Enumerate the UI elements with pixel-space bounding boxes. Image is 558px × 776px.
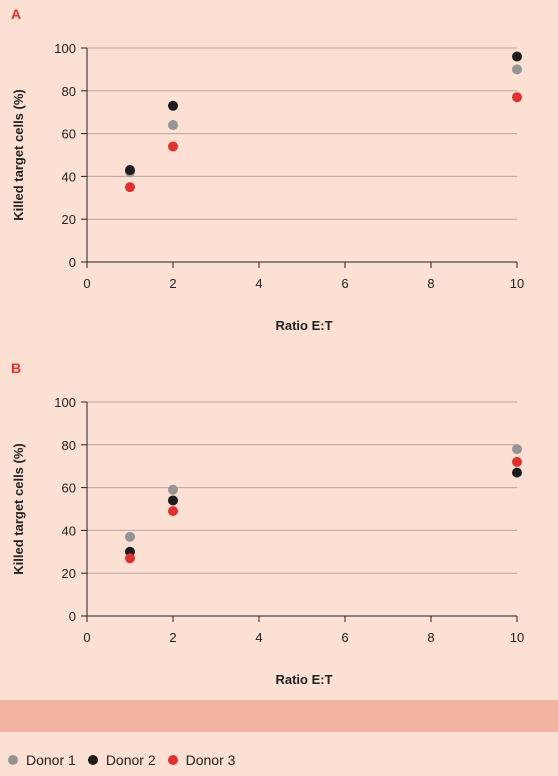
point-donor-2-x1 bbox=[125, 164, 135, 175]
point-donor-2-x2 bbox=[168, 100, 178, 111]
y-tick-label-60: 60 bbox=[62, 481, 76, 496]
y-tick-label-20: 20 bbox=[62, 212, 76, 227]
x-tick-label-0: 0 bbox=[83, 276, 90, 291]
panel-label-a: A bbox=[11, 6, 22, 22]
x-tick-label-6: 6 bbox=[341, 276, 348, 291]
legend-label-donor-1: Donor 1 bbox=[26, 752, 76, 768]
legend-swatch-donor-2 bbox=[87, 755, 98, 765]
point-donor-3-x10 bbox=[512, 456, 522, 467]
x-axis-title: Ratio E:T bbox=[275, 672, 332, 687]
point-donor-1-x10 bbox=[512, 444, 522, 455]
y-axis-title: Killed target cells (%) bbox=[11, 443, 26, 574]
point-donor-1-x10 bbox=[512, 64, 522, 75]
y-tick-label-60: 60 bbox=[62, 127, 76, 142]
legend-item-donor-1: Donor 1 bbox=[8, 752, 76, 768]
x-axis-title: Ratio E:T bbox=[275, 318, 332, 333]
x-tick-label-8: 8 bbox=[427, 630, 434, 645]
y-tick-label-80: 80 bbox=[62, 438, 76, 453]
panel-label-b: B bbox=[11, 360, 22, 376]
point-donor-2-x10 bbox=[512, 51, 522, 62]
x-tick-label-6: 6 bbox=[341, 630, 348, 645]
x-tick-label-2: 2 bbox=[169, 630, 176, 645]
legend-label-donor-2: Donor 2 bbox=[105, 752, 156, 768]
y-tick-label-100: 100 bbox=[54, 395, 76, 410]
y-tick-label-20: 20 bbox=[62, 566, 76, 581]
y-tick-label-40: 40 bbox=[62, 169, 76, 184]
legend-band bbox=[0, 700, 558, 732]
point-donor-1-x2 bbox=[168, 120, 178, 131]
y-tick-label-100: 100 bbox=[54, 41, 76, 56]
point-donor-3-x10 bbox=[512, 92, 522, 103]
legend: Donor 1 Donor 2 Donor 3 bbox=[8, 750, 235, 770]
y-axis-title: Killed target cells (%) bbox=[11, 89, 26, 220]
legend-swatch-donor-1 bbox=[8, 755, 18, 765]
point-donor-2-x10 bbox=[512, 467, 522, 478]
x-tick-label-10: 10 bbox=[510, 630, 524, 645]
x-tick-label-10: 10 bbox=[510, 276, 524, 291]
legend-item-donor-2: Donor 2 bbox=[87, 752, 156, 768]
point-donor-3-x2 bbox=[168, 506, 178, 517]
x-tick-label-4: 4 bbox=[255, 630, 262, 645]
y-tick-label-0: 0 bbox=[69, 609, 76, 624]
y-tick-label-0: 0 bbox=[69, 255, 76, 270]
x-tick-label-4: 4 bbox=[255, 276, 262, 291]
point-donor-1-x2 bbox=[168, 484, 178, 495]
point-donor-3-x1 bbox=[125, 553, 135, 564]
point-donor-3-x2 bbox=[168, 141, 178, 152]
y-tick-label-80: 80 bbox=[62, 84, 76, 99]
point-donor-1-x1 bbox=[125, 531, 135, 542]
y-tick-label-40: 40 bbox=[62, 523, 76, 538]
chart-a: 0 20 40 60 80 100 0 2 4 6 8 10 Ratio E:T Killed targe… bbox=[11, 41, 524, 333]
x-tick-label-0: 0 bbox=[83, 630, 90, 645]
x-tick-label-8: 8 bbox=[427, 276, 434, 291]
x-tick-label-2: 2 bbox=[169, 276, 176, 291]
chart-b: 0 20 40 60 80 100 0 2 4 6 8 10 Ratio E:T Killed targe… bbox=[11, 395, 524, 687]
legend-item-donor-3: Donor 3 bbox=[167, 752, 236, 768]
point-donor-2-x2 bbox=[168, 495, 178, 506]
point-donor-3-x1 bbox=[125, 182, 135, 193]
legend-swatch-donor-3 bbox=[167, 755, 178, 765]
legend-label-donor-3: Donor 3 bbox=[185, 752, 236, 768]
